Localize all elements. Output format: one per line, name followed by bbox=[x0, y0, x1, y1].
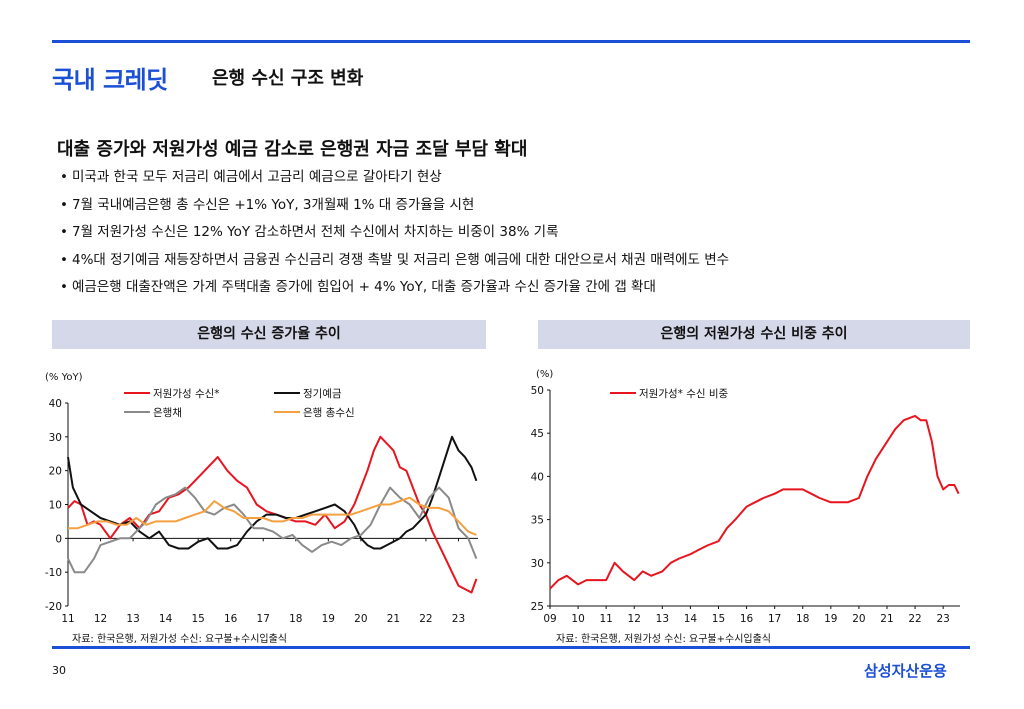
legend-label: 은행채 bbox=[153, 407, 182, 419]
bullet-list: 미국과 한국 모두 저금리 예금에서 고금리 예금으로 갈아타기 현상 7월 국… bbox=[60, 164, 729, 302]
bullet-item: 7월 저원가성 수신은 12% YoY 감소하면서 전체 수신에서 차지하는 비… bbox=[60, 219, 729, 247]
x-tick-label: 17 bbox=[768, 613, 781, 625]
x-tick-label: 21 bbox=[880, 613, 893, 625]
x-tick-label: 11 bbox=[599, 613, 612, 625]
x-tick-label: 12 bbox=[94, 613, 107, 625]
x-tick-label: 13 bbox=[656, 613, 669, 625]
header-rule bbox=[52, 40, 970, 43]
x-tick-label: 19 bbox=[322, 613, 335, 625]
page-title: 국내 크레딧 bbox=[52, 66, 168, 94]
y-tick-label: 20 bbox=[49, 466, 62, 478]
footer-rule bbox=[52, 646, 970, 649]
x-tick-label: 21 bbox=[387, 613, 400, 625]
y-tick-label: 25 bbox=[531, 601, 544, 613]
legend-label: 은행 총수신 bbox=[303, 407, 355, 419]
y-tick-label: 40 bbox=[49, 398, 62, 410]
x-tick-label: 11 bbox=[61, 613, 74, 625]
series-line-저원가성-수신-비중 bbox=[549, 414, 960, 590]
y-axis-unit-label: (%) bbox=[536, 369, 553, 380]
y-tick-label: 10 bbox=[49, 500, 62, 512]
series-line-정기예금 bbox=[67, 435, 478, 550]
x-tick-label: 20 bbox=[852, 613, 865, 625]
brand-logo-text: 삼성자산운용 bbox=[864, 662, 947, 680]
headline: 대출 증가와 저원가성 예금 감소로 은행권 자금 조달 부담 확대 bbox=[57, 139, 528, 160]
x-tick-label: 16 bbox=[740, 613, 754, 625]
y-tick-label: -10 bbox=[45, 567, 62, 579]
x-tick-label: 22 bbox=[908, 613, 921, 625]
x-tick-label: 17 bbox=[257, 613, 270, 625]
x-tick-label: 14 bbox=[684, 613, 698, 625]
bullet-item: 7월 국내예금은행 총 수신은 +1% YoY, 3개월째 1% 대 증가율을 … bbox=[60, 192, 729, 220]
page-number: 30 bbox=[52, 664, 66, 677]
y-tick-label: 35 bbox=[531, 515, 544, 527]
series-line-은행채 bbox=[67, 486, 478, 574]
x-tick-label: 12 bbox=[628, 613, 641, 625]
y-tick-label: 45 bbox=[531, 428, 544, 440]
y-tick-label: -20 bbox=[45, 601, 62, 613]
y-tick-label: 30 bbox=[531, 558, 544, 570]
x-tick-label: 18 bbox=[796, 613, 809, 625]
bullet-item: 예금은행 대출잔액은 가계 주택대출 증가에 힘입어 + 4% YoY, 대출 … bbox=[60, 274, 729, 302]
x-tick-label: 10 bbox=[571, 613, 584, 625]
x-tick-label: 20 bbox=[354, 613, 367, 625]
bullet-item: 4%대 정기예금 재등장하면서 금융권 수신금리 경쟁 촉발 및 저금리 은행 … bbox=[60, 247, 729, 275]
left-chart-title: 은행의 수신 증가율 추이 bbox=[52, 320, 486, 349]
page-subtitle: 은행 수신 구조 변화 bbox=[212, 68, 364, 89]
series-line-은행-총수신 bbox=[68, 496, 477, 536]
x-tick-label: 16 bbox=[224, 613, 238, 625]
x-tick-label: 22 bbox=[419, 613, 432, 625]
x-tick-label: 23 bbox=[452, 613, 465, 625]
right-chart-title: 은행의 저원가성 수신 비중 추이 bbox=[538, 320, 970, 349]
legend-label: 저원가성 수신* bbox=[153, 388, 220, 400]
y-tick-label: 40 bbox=[531, 471, 544, 483]
bullet-item: 미국과 한국 모두 저금리 예금에서 고금리 예금으로 갈아타기 현상 bbox=[60, 164, 729, 192]
y-tick-label: 30 bbox=[49, 432, 62, 444]
x-tick-label: 15 bbox=[712, 613, 725, 625]
x-tick-label: 14 bbox=[159, 613, 173, 625]
y-axis-unit-label: (% YoY) bbox=[45, 372, 83, 383]
y-tick-label: 0 bbox=[55, 533, 62, 545]
x-tick-label: 13 bbox=[126, 613, 139, 625]
x-tick-label: 23 bbox=[936, 613, 949, 625]
x-tick-label: 15 bbox=[191, 613, 204, 625]
left-source-note: 자료: 한국은행, 저원가성 수신: 요구불+수시입출식 bbox=[72, 634, 288, 645]
x-tick-label: 18 bbox=[289, 613, 302, 625]
y-tick-label: 50 bbox=[531, 385, 544, 397]
legend-label: 정기예금 bbox=[303, 387, 342, 400]
legend-label: 저원가성* 수신 비중 bbox=[639, 388, 729, 400]
x-tick-label: 09 bbox=[543, 613, 556, 625]
right-source-note: 자료: 한국은행, 저원가성 수신: 요구불+수시입출식 bbox=[556, 634, 772, 645]
x-tick-label: 19 bbox=[824, 613, 837, 625]
